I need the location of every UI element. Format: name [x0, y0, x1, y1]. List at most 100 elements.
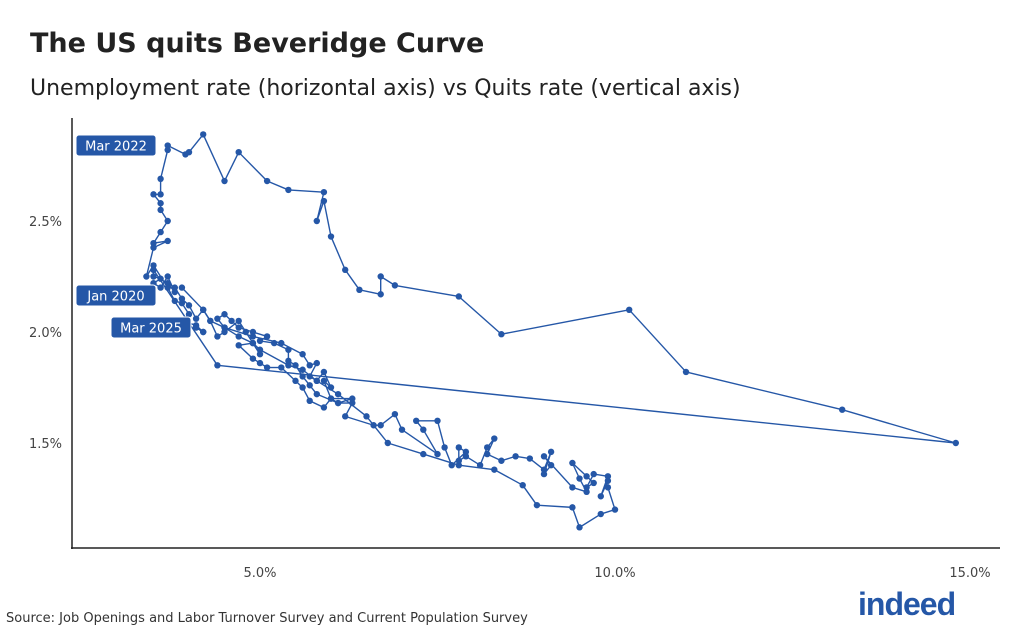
data-point [164, 146, 171, 154]
data-point [313, 359, 320, 367]
data-point [178, 299, 186, 307]
data-point [320, 188, 328, 196]
data-point [242, 328, 249, 336]
series-segment [536, 504, 573, 509]
data-point [569, 459, 576, 467]
series-segment [202, 134, 226, 182]
data-point [143, 273, 150, 280]
data-point [278, 339, 285, 347]
data-point [313, 217, 320, 225]
data-point [306, 373, 313, 380]
data-point [320, 377, 328, 385]
data-point [157, 228, 164, 236]
data-point [533, 501, 541, 509]
data-point [182, 151, 189, 158]
data-point [320, 368, 328, 376]
data-point [306, 382, 313, 389]
data-point [249, 328, 257, 336]
data-point [604, 477, 612, 484]
data-point [157, 275, 164, 282]
data-point [285, 357, 292, 365]
data-point [363, 413, 370, 420]
data-point [200, 328, 207, 336]
series [143, 131, 959, 531]
data-point [150, 240, 157, 247]
data-point [157, 191, 164, 198]
series-segment [501, 309, 630, 335]
data-point [185, 311, 193, 318]
data-point [349, 399, 356, 407]
series-segment [259, 349, 289, 366]
annotation-text: Mar 2022 [85, 140, 147, 155]
data-point [171, 297, 178, 305]
data-point [540, 453, 548, 460]
data-point [420, 450, 427, 458]
series-segment [387, 442, 424, 455]
series-segment [365, 415, 389, 444]
data-point [235, 317, 242, 325]
data-point [597, 510, 604, 518]
data-point [221, 311, 228, 318]
source-note: Source: Job Openings and Labor Turnover … [6, 611, 528, 626]
data-point [313, 390, 320, 398]
data-point [377, 422, 384, 429]
data-point [299, 351, 306, 358]
data-point [263, 177, 271, 185]
data-point [484, 450, 491, 458]
data-point [484, 444, 491, 451]
y-tick-label: 2.5% [29, 215, 62, 230]
axes [71, 118, 1000, 549]
x-tick-label: 15.0% [949, 566, 990, 581]
data-point [455, 444, 462, 451]
data-point [299, 373, 306, 380]
tick-labels: 5.0% 10.0% 15.0% 1.5% 2.0% 2.5% [29, 215, 991, 581]
series-segment [571, 507, 581, 528]
data-point [192, 315, 200, 322]
data-point [356, 286, 363, 294]
data-point [327, 395, 335, 402]
data-point [214, 333, 221, 340]
data-point [164, 237, 171, 245]
data-point [334, 399, 342, 407]
data-point [235, 324, 242, 331]
series-segment [458, 295, 502, 335]
data-point [320, 197, 328, 205]
data-point [214, 315, 221, 322]
annotation-text: Jan 2020 [86, 290, 144, 305]
data-point [547, 462, 555, 469]
data-point [342, 413, 349, 420]
series-segment [628, 309, 687, 373]
data-point [299, 366, 306, 373]
data-point [384, 439, 391, 447]
data-point [455, 457, 462, 464]
y-tick-label: 1.5% [29, 437, 62, 452]
data-point [327, 384, 335, 391]
series-segment [359, 289, 381, 295]
data-point [171, 288, 178, 296]
data-point [583, 488, 590, 496]
data-point [185, 302, 193, 309]
data-point [604, 473, 612, 480]
data-point [171, 284, 178, 291]
data-point [178, 295, 186, 302]
data-point [476, 462, 484, 469]
data-point [569, 484, 576, 491]
data-point [327, 233, 335, 240]
series-segment [280, 367, 296, 382]
data-point [604, 484, 612, 491]
data-point [292, 377, 299, 385]
data-point [278, 364, 285, 371]
series-segment [145, 247, 155, 277]
series-segment [217, 364, 956, 444]
data-point [285, 346, 292, 353]
data-point [256, 359, 264, 367]
data-point [164, 273, 171, 280]
data-point [228, 317, 235, 325]
data-point [349, 395, 356, 402]
data-point [235, 333, 242, 340]
series-segment [607, 487, 616, 510]
series-segment [344, 415, 374, 426]
data-point [491, 435, 498, 442]
data-point [306, 362, 313, 369]
